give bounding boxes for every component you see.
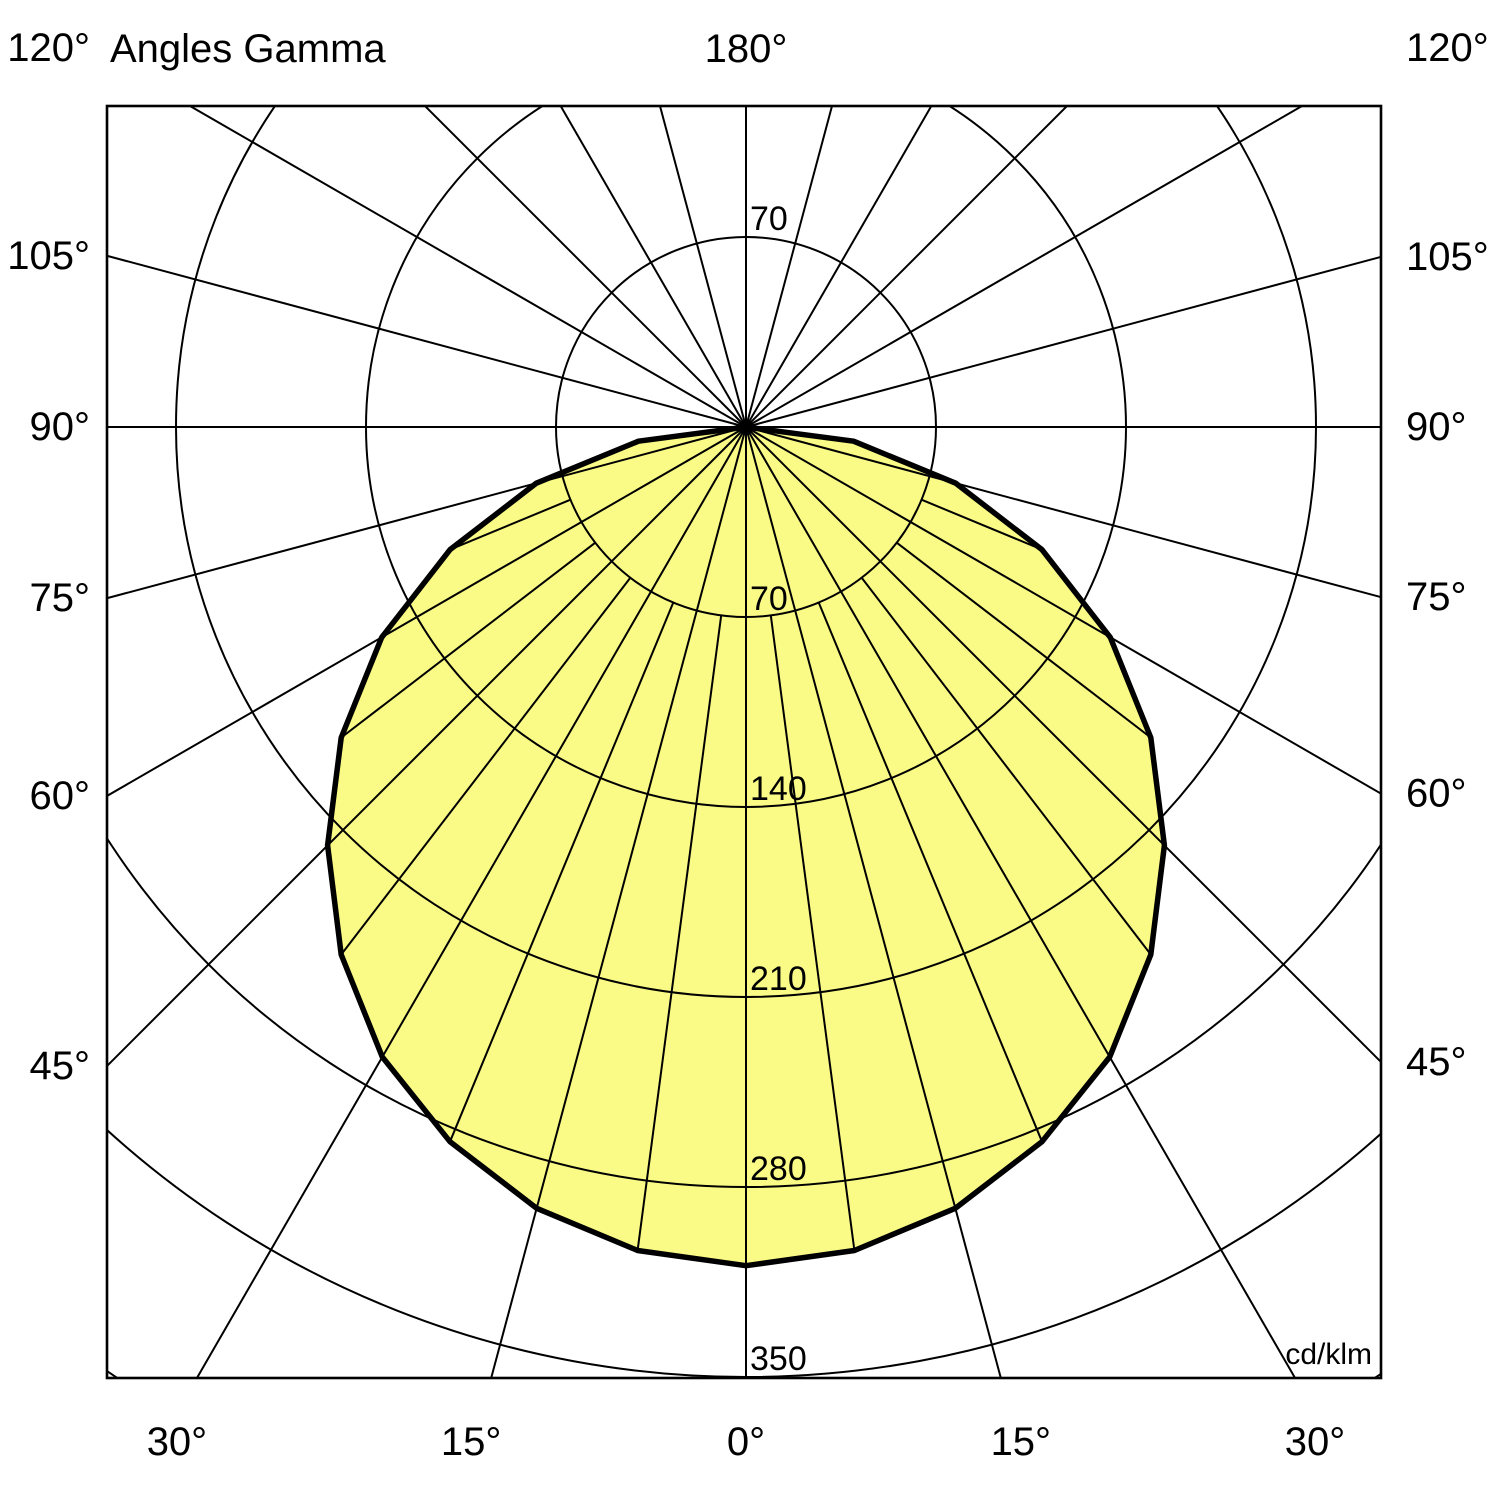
- gamma-halfstep-gridline: [921, 498, 1043, 551]
- gamma-gridline: [559, 106, 747, 428]
- gamma-gridline: [745, 426, 1381, 599]
- ring-value-label: 350: [750, 1340, 807, 1378]
- gamma-gridline: [745, 426, 1297, 1378]
- curve-outline-layer: [324, 424, 1168, 1269]
- gamma-gridline: [107, 254, 747, 428]
- gamma-axis-label-right: 90°: [1406, 405, 1467, 449]
- gamma-gridline: [490, 426, 747, 1378]
- gamma-axis-label-left: 120°: [7, 26, 90, 70]
- gamma-gridline: [423, 106, 747, 428]
- ring-value-label: 210: [750, 960, 807, 998]
- gamma-gridline: [195, 426, 747, 1378]
- gamma-axis-label-left: 60°: [30, 774, 91, 818]
- gamma-gridline: [658, 106, 747, 428]
- ring-value-label: 70: [750, 200, 788, 238]
- gamma-axis-label-bottom: 30°: [1285, 1420, 1346, 1464]
- labels-layer: Angles Gamma 180° cd/klm 120° 120° 105° 105…: [7, 26, 1488, 1464]
- gamma-halfstep-gridline: [896, 541, 1152, 739]
- gamma-gridline: [745, 426, 1381, 795]
- gamma-gridline: [745, 106, 1304, 428]
- gamma-axis-label-left: 90°: [30, 405, 91, 449]
- gamma-axis-label-bottom: 0°: [727, 1420, 765, 1464]
- gamma-halfstep-gridline: [769, 615, 856, 1251]
- gamma-label-top-180: 180°: [705, 27, 788, 71]
- gamma-axis-label-left: 105°: [7, 234, 90, 278]
- unit-label: cd/klm: [1285, 1338, 1372, 1371]
- gamma-gridline: [745, 255, 1381, 428]
- gamma-axis-label-left: 75°: [30, 576, 91, 620]
- gamma-halfstep-gridline: [449, 498, 571, 551]
- gamma-halfstep-gridline: [817, 602, 1043, 1143]
- gamma-axis-label-left: 45°: [30, 1044, 91, 1088]
- gamma-gridline: [188, 106, 747, 428]
- gamma-axis-label-right: 45°: [1406, 1040, 1467, 1084]
- gamma-axis-label-bottom: 15°: [991, 1420, 1052, 1464]
- gamma-halfstep-gridline: [340, 541, 596, 739]
- gamma-axis-label-bottom: 15°: [441, 1420, 502, 1464]
- gamma-halfstep-gridline: [340, 577, 632, 956]
- gamma-gridline: [745, 106, 1069, 428]
- gamma-axis-label-right: 75°: [1406, 575, 1467, 619]
- gamma-gridline: [107, 426, 747, 1068]
- plot-border: [105, 104, 1383, 1380]
- ring-value-label: 70: [750, 580, 788, 618]
- gamma-gridline: [745, 106, 834, 428]
- plot-frame-layer: [105, 104, 1383, 1380]
- gamma-axis-label-right: 60°: [1406, 772, 1467, 816]
- ring-value-label: 280: [750, 1150, 807, 1188]
- intensity-curve: [324, 424, 1168, 1269]
- gamma-gridline: [107, 426, 747, 600]
- gamma-gridline: [745, 426, 1002, 1378]
- gamma-axis-label-right: 105°: [1406, 235, 1489, 279]
- gamma-halfstep-gridline: [860, 577, 1152, 956]
- gamma-gridline: [745, 426, 1381, 1064]
- gamma-halfstep-gridline: [636, 615, 723, 1251]
- ring-value-label: 140: [750, 770, 807, 808]
- gamma-gridline: [107, 426, 747, 798]
- gamma-axis-label-right: 120°: [1406, 26, 1489, 70]
- gamma-halfstep-gridline: [449, 602, 675, 1143]
- gamma-gridline: [745, 106, 933, 428]
- chart-title: Angles Gamma: [110, 27, 386, 71]
- gamma-axis-label-bottom: 30°: [147, 1420, 208, 1464]
